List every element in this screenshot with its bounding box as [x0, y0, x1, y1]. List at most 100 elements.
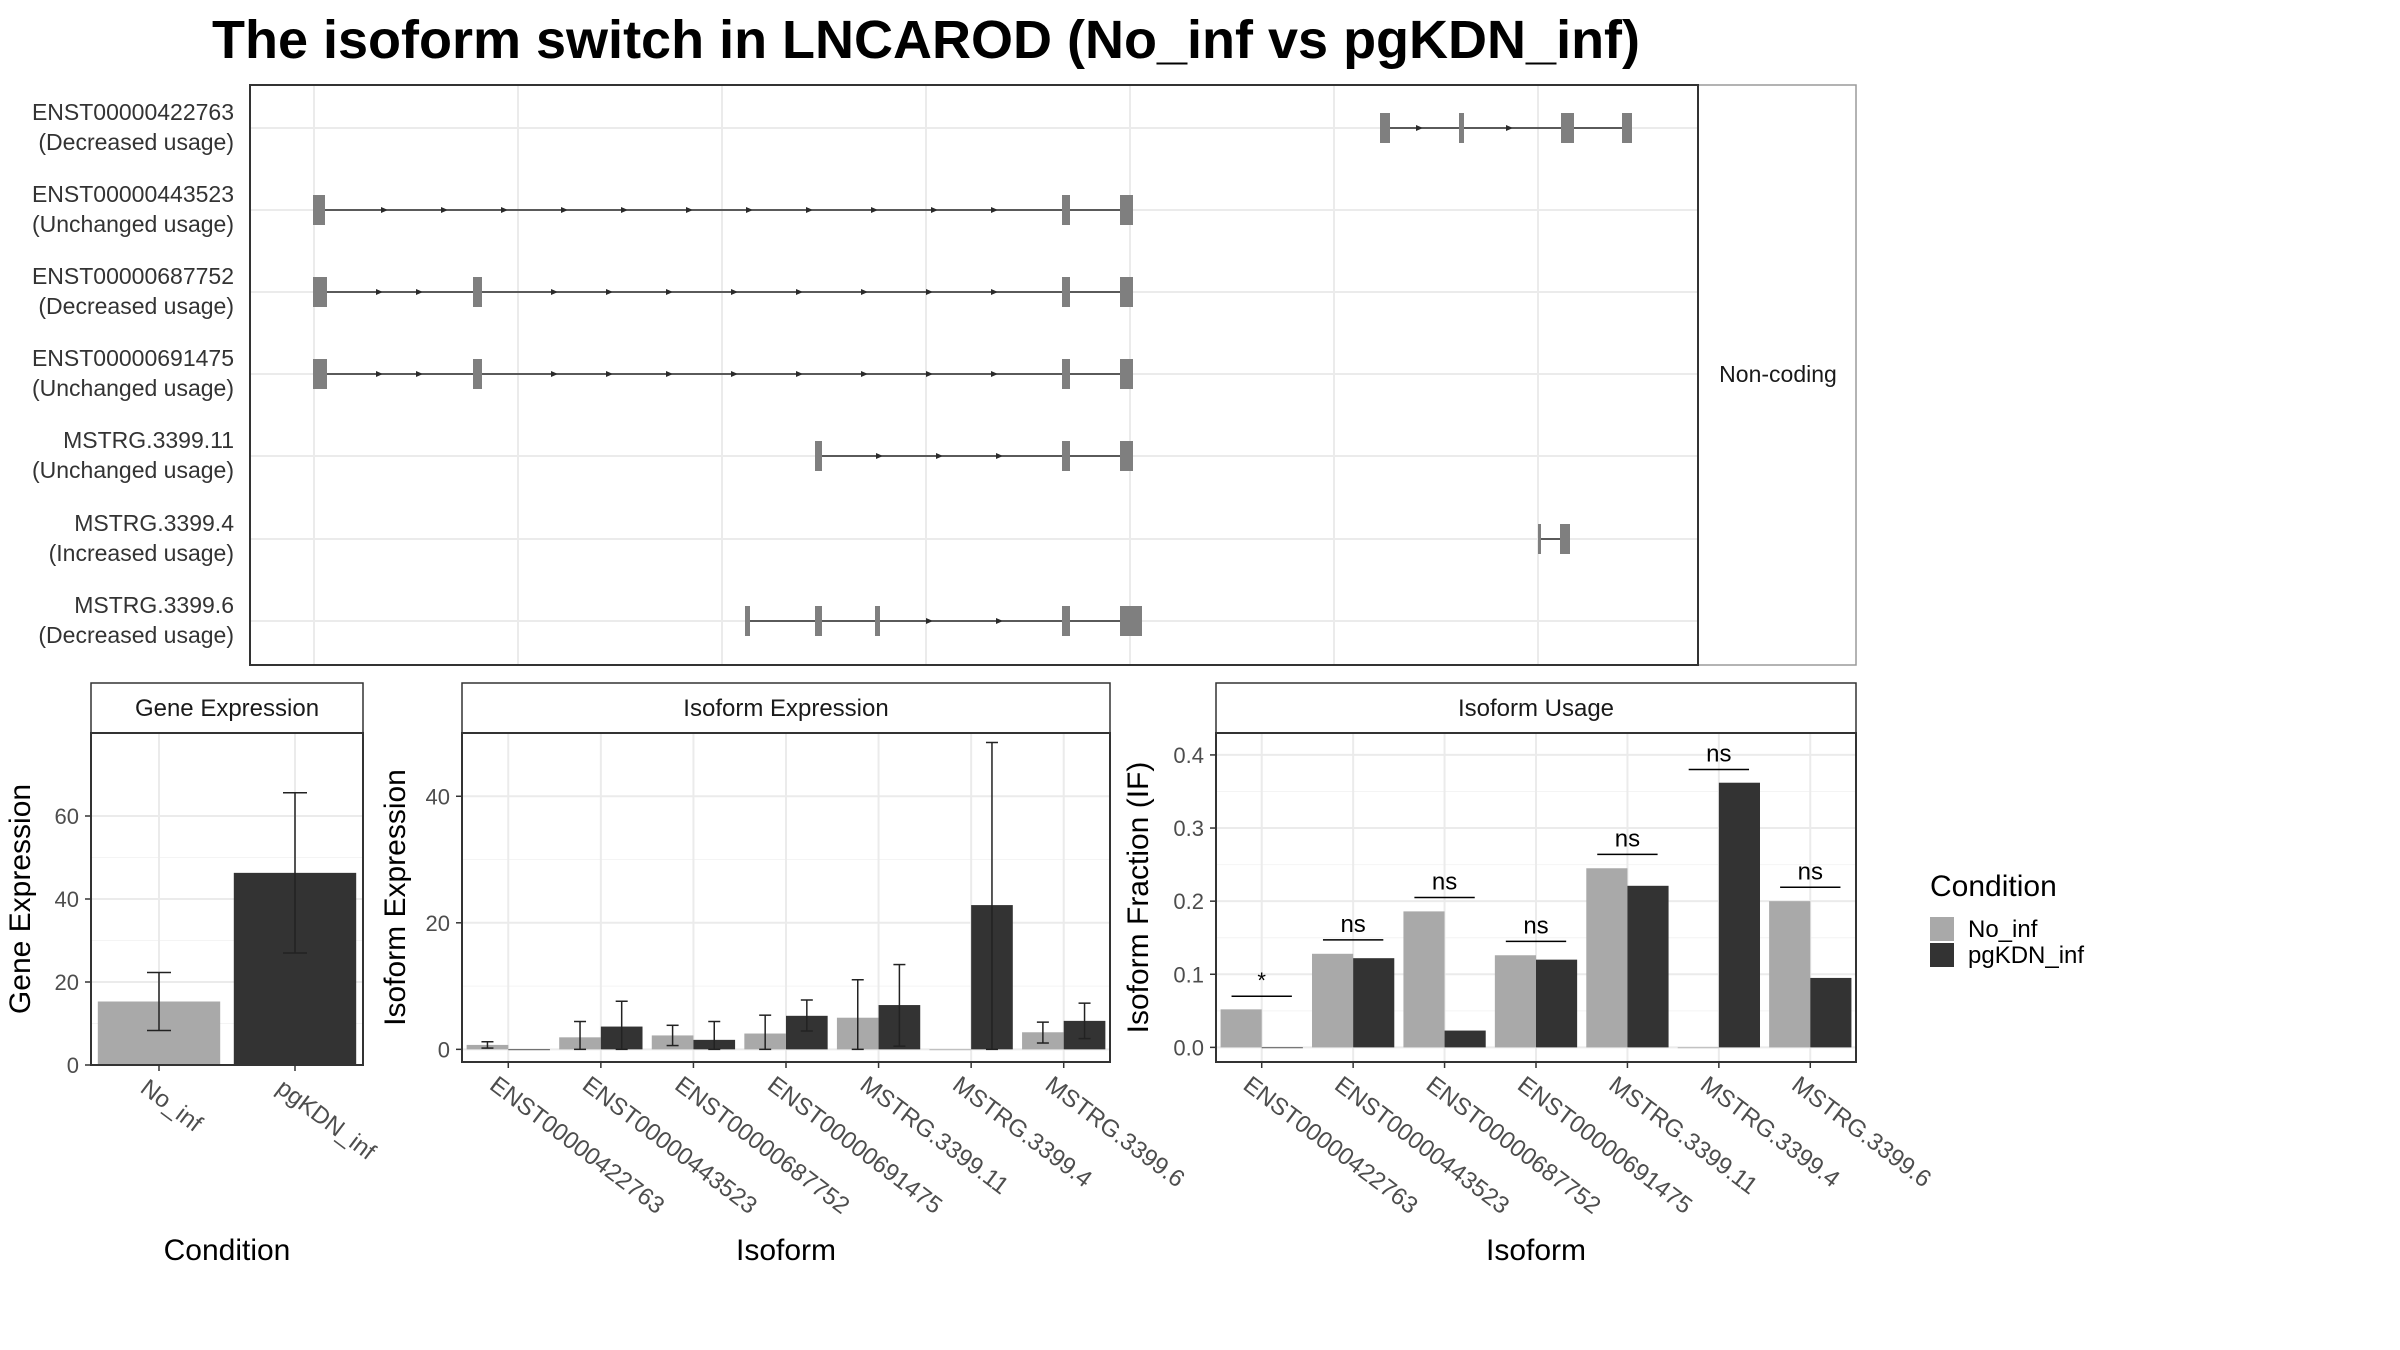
- panel-title: Gene Expression: [135, 695, 319, 722]
- exon-block: [1622, 113, 1632, 143]
- transcript-usage-label: (Unchanged usage): [32, 457, 234, 483]
- strand-arrow: [501, 207, 508, 213]
- y-axis-title: Gene Expression: [4, 784, 37, 1014]
- bar: [1444, 1030, 1486, 1048]
- bar: [508, 1049, 550, 1051]
- bar: [1718, 782, 1760, 1048]
- significance-label: ns: [1432, 869, 1457, 896]
- structure-facet-strip: [1697, 84, 1857, 666]
- significance-label: ns: [1340, 911, 1365, 938]
- transcript-usage-label: (Increased usage): [49, 540, 234, 566]
- bar: [1769, 901, 1811, 1048]
- gene-expression-panel: Gene Expression 0 20 40 60 No_inf pgKDN_inf Con…: [4, 682, 381, 1267]
- exon-block: [1062, 606, 1070, 636]
- y-tick-label: 0.3: [1173, 816, 1204, 841]
- exon-block: [1120, 606, 1142, 636]
- exon-block: [815, 606, 822, 636]
- transcript-usage-label: (Decreased usage): [38, 293, 234, 319]
- x-axis-title: Isoform: [736, 1234, 836, 1267]
- legend-label: pgKDN_inf: [1968, 942, 2084, 969]
- legend-swatch: [1930, 943, 1954, 967]
- strand-arrow: [931, 207, 938, 213]
- strand-arrow: [731, 289, 738, 295]
- bar: [1494, 955, 1536, 1048]
- strand-arrow: [441, 207, 448, 213]
- exon-block: [1062, 441, 1070, 471]
- strand-arrow: [806, 207, 813, 213]
- exon-block: [1120, 359, 1133, 389]
- strand-arrow: [991, 207, 998, 213]
- significance-label: *: [1257, 968, 1266, 993]
- strand-arrow: [666, 371, 673, 377]
- transcript-usage-label: (Decreased usage): [38, 622, 234, 648]
- y-tick-label: 0.0: [1173, 1035, 1204, 1060]
- bar: [1312, 953, 1354, 1048]
- transcript-id-label: ENST00000422763: [32, 99, 234, 125]
- exon-block: [1561, 113, 1574, 143]
- exon-block: [875, 606, 880, 636]
- transcript-id-label: ENST00000687752: [32, 263, 234, 289]
- y-tick-label: 20: [55, 970, 79, 995]
- figure-title: The isoform switch in LNCAROD (No_inf vs…: [212, 10, 1640, 70]
- exon-block: [1380, 113, 1390, 143]
- bar: [1627, 885, 1669, 1048]
- strand-arrow: [746, 207, 753, 213]
- exon-block: [745, 606, 750, 636]
- exon-block: [313, 277, 327, 307]
- y-tick-label: 0: [438, 1037, 450, 1062]
- strand-arrow: [376, 289, 383, 295]
- y-tick-label: 0: [67, 1053, 79, 1078]
- exon-block: [815, 441, 822, 471]
- strand-arrow: [416, 371, 423, 377]
- isoform-usage-panel: Isoform Usage * ns ns ns ns ns ns 0.0 0.1 0.2 0.3 0.…: [1122, 682, 1936, 1267]
- y-tick-label: 40: [426, 784, 450, 809]
- strand-arrow: [861, 289, 868, 295]
- y-tick-label: 0.4: [1173, 743, 1204, 768]
- bar: [1536, 959, 1578, 1048]
- bar: [1261, 1047, 1303, 1049]
- y-tick-label: 20: [426, 911, 450, 936]
- transcript-usage-label: (Unchanged usage): [32, 375, 234, 401]
- significance-label: ns: [1798, 858, 1823, 885]
- exon-block: [1120, 195, 1133, 225]
- x-tick-label: ENST00000422763: [1238, 1071, 1423, 1219]
- legend-title: Condition: [1930, 870, 2057, 903]
- strand-arrow: [996, 453, 1003, 459]
- strand-arrow: [416, 289, 423, 295]
- strand-arrow: [551, 289, 558, 295]
- strand-arrow: [796, 371, 803, 377]
- x-tick-label: pgKDN_inf: [271, 1074, 380, 1166]
- y-axis-title: Isoform Expression: [379, 769, 412, 1026]
- strand-arrow: [926, 618, 933, 624]
- x-axis-title: Condition: [164, 1234, 291, 1267]
- exon-block: [313, 195, 325, 225]
- panel-strip: [1215, 682, 1857, 734]
- exon-block: [1459, 113, 1464, 143]
- transcript-id-label: ENST00000691475: [32, 345, 234, 371]
- bar: [1353, 958, 1395, 1048]
- strand-arrow: [376, 371, 383, 377]
- exon-block: [1062, 359, 1070, 389]
- panel-title: Isoform Usage: [1458, 695, 1614, 722]
- bar: [1220, 1009, 1262, 1048]
- legend-label: No_inf: [1968, 916, 2038, 943]
- strand-arrow: [731, 371, 738, 377]
- y-tick-label: 0.1: [1173, 962, 1204, 987]
- transcript-id-label: MSTRG.3399.11: [63, 427, 234, 453]
- exon-block: [1062, 195, 1070, 225]
- x-axis-title: Isoform: [1486, 1234, 1586, 1267]
- strand-arrow: [606, 289, 613, 295]
- exon-block: [1538, 524, 1541, 554]
- panel-title: Isoform Expression: [683, 695, 888, 722]
- transcript-structure-panel: Non-coding ENST00000422763 (Decreased usag…: [32, 84, 1857, 666]
- transcript-id-label: MSTRG.3399.6: [74, 592, 234, 618]
- exon-block: [473, 277, 482, 307]
- transcript-usage-label: (Decreased usage): [38, 129, 234, 155]
- strand-arrow: [991, 371, 998, 377]
- exon-block: [1062, 277, 1070, 307]
- x-tick-label: No_inf: [135, 1074, 207, 1138]
- bar: [1586, 868, 1628, 1048]
- bar: [1810, 977, 1852, 1048]
